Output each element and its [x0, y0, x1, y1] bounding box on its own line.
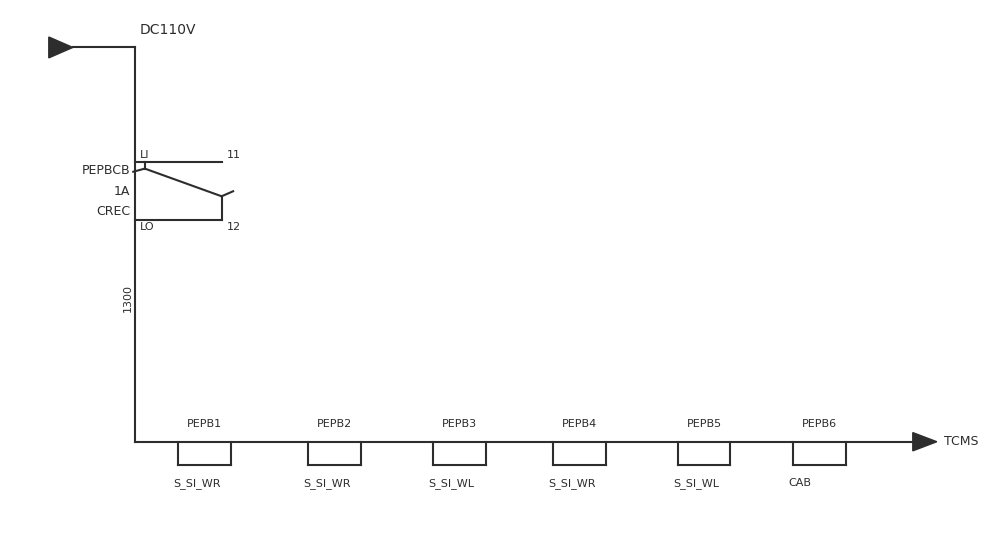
Polygon shape	[49, 37, 73, 58]
Text: PEPB2: PEPB2	[317, 419, 352, 429]
Text: S_SI_WR: S_SI_WR	[174, 478, 221, 489]
Text: PEPB5: PEPB5	[686, 419, 722, 429]
Text: 12: 12	[226, 222, 241, 232]
Text: S_SI_WL: S_SI_WL	[428, 478, 474, 489]
Text: 11: 11	[226, 150, 240, 160]
Text: PEPB1: PEPB1	[187, 419, 222, 429]
Text: S_SI_WR: S_SI_WR	[548, 478, 596, 489]
Text: PEPB4: PEPB4	[562, 419, 597, 429]
Text: 1A: 1A	[114, 184, 130, 197]
Text: LI: LI	[140, 150, 150, 160]
Text: CAB: CAB	[788, 478, 811, 489]
Text: TCMS: TCMS	[944, 435, 979, 448]
Text: S_SI_WR: S_SI_WR	[303, 478, 351, 489]
Text: PEPB6: PEPB6	[802, 419, 837, 429]
Text: DC110V: DC110V	[140, 23, 196, 37]
Text: LO: LO	[140, 222, 155, 232]
Text: 1300: 1300	[123, 284, 133, 312]
Polygon shape	[913, 432, 937, 451]
Text: CREC: CREC	[96, 206, 130, 219]
Text: PEPBCB: PEPBCB	[82, 164, 130, 177]
Text: S_SI_WL: S_SI_WL	[673, 478, 719, 489]
Text: PEPB3: PEPB3	[442, 419, 477, 429]
